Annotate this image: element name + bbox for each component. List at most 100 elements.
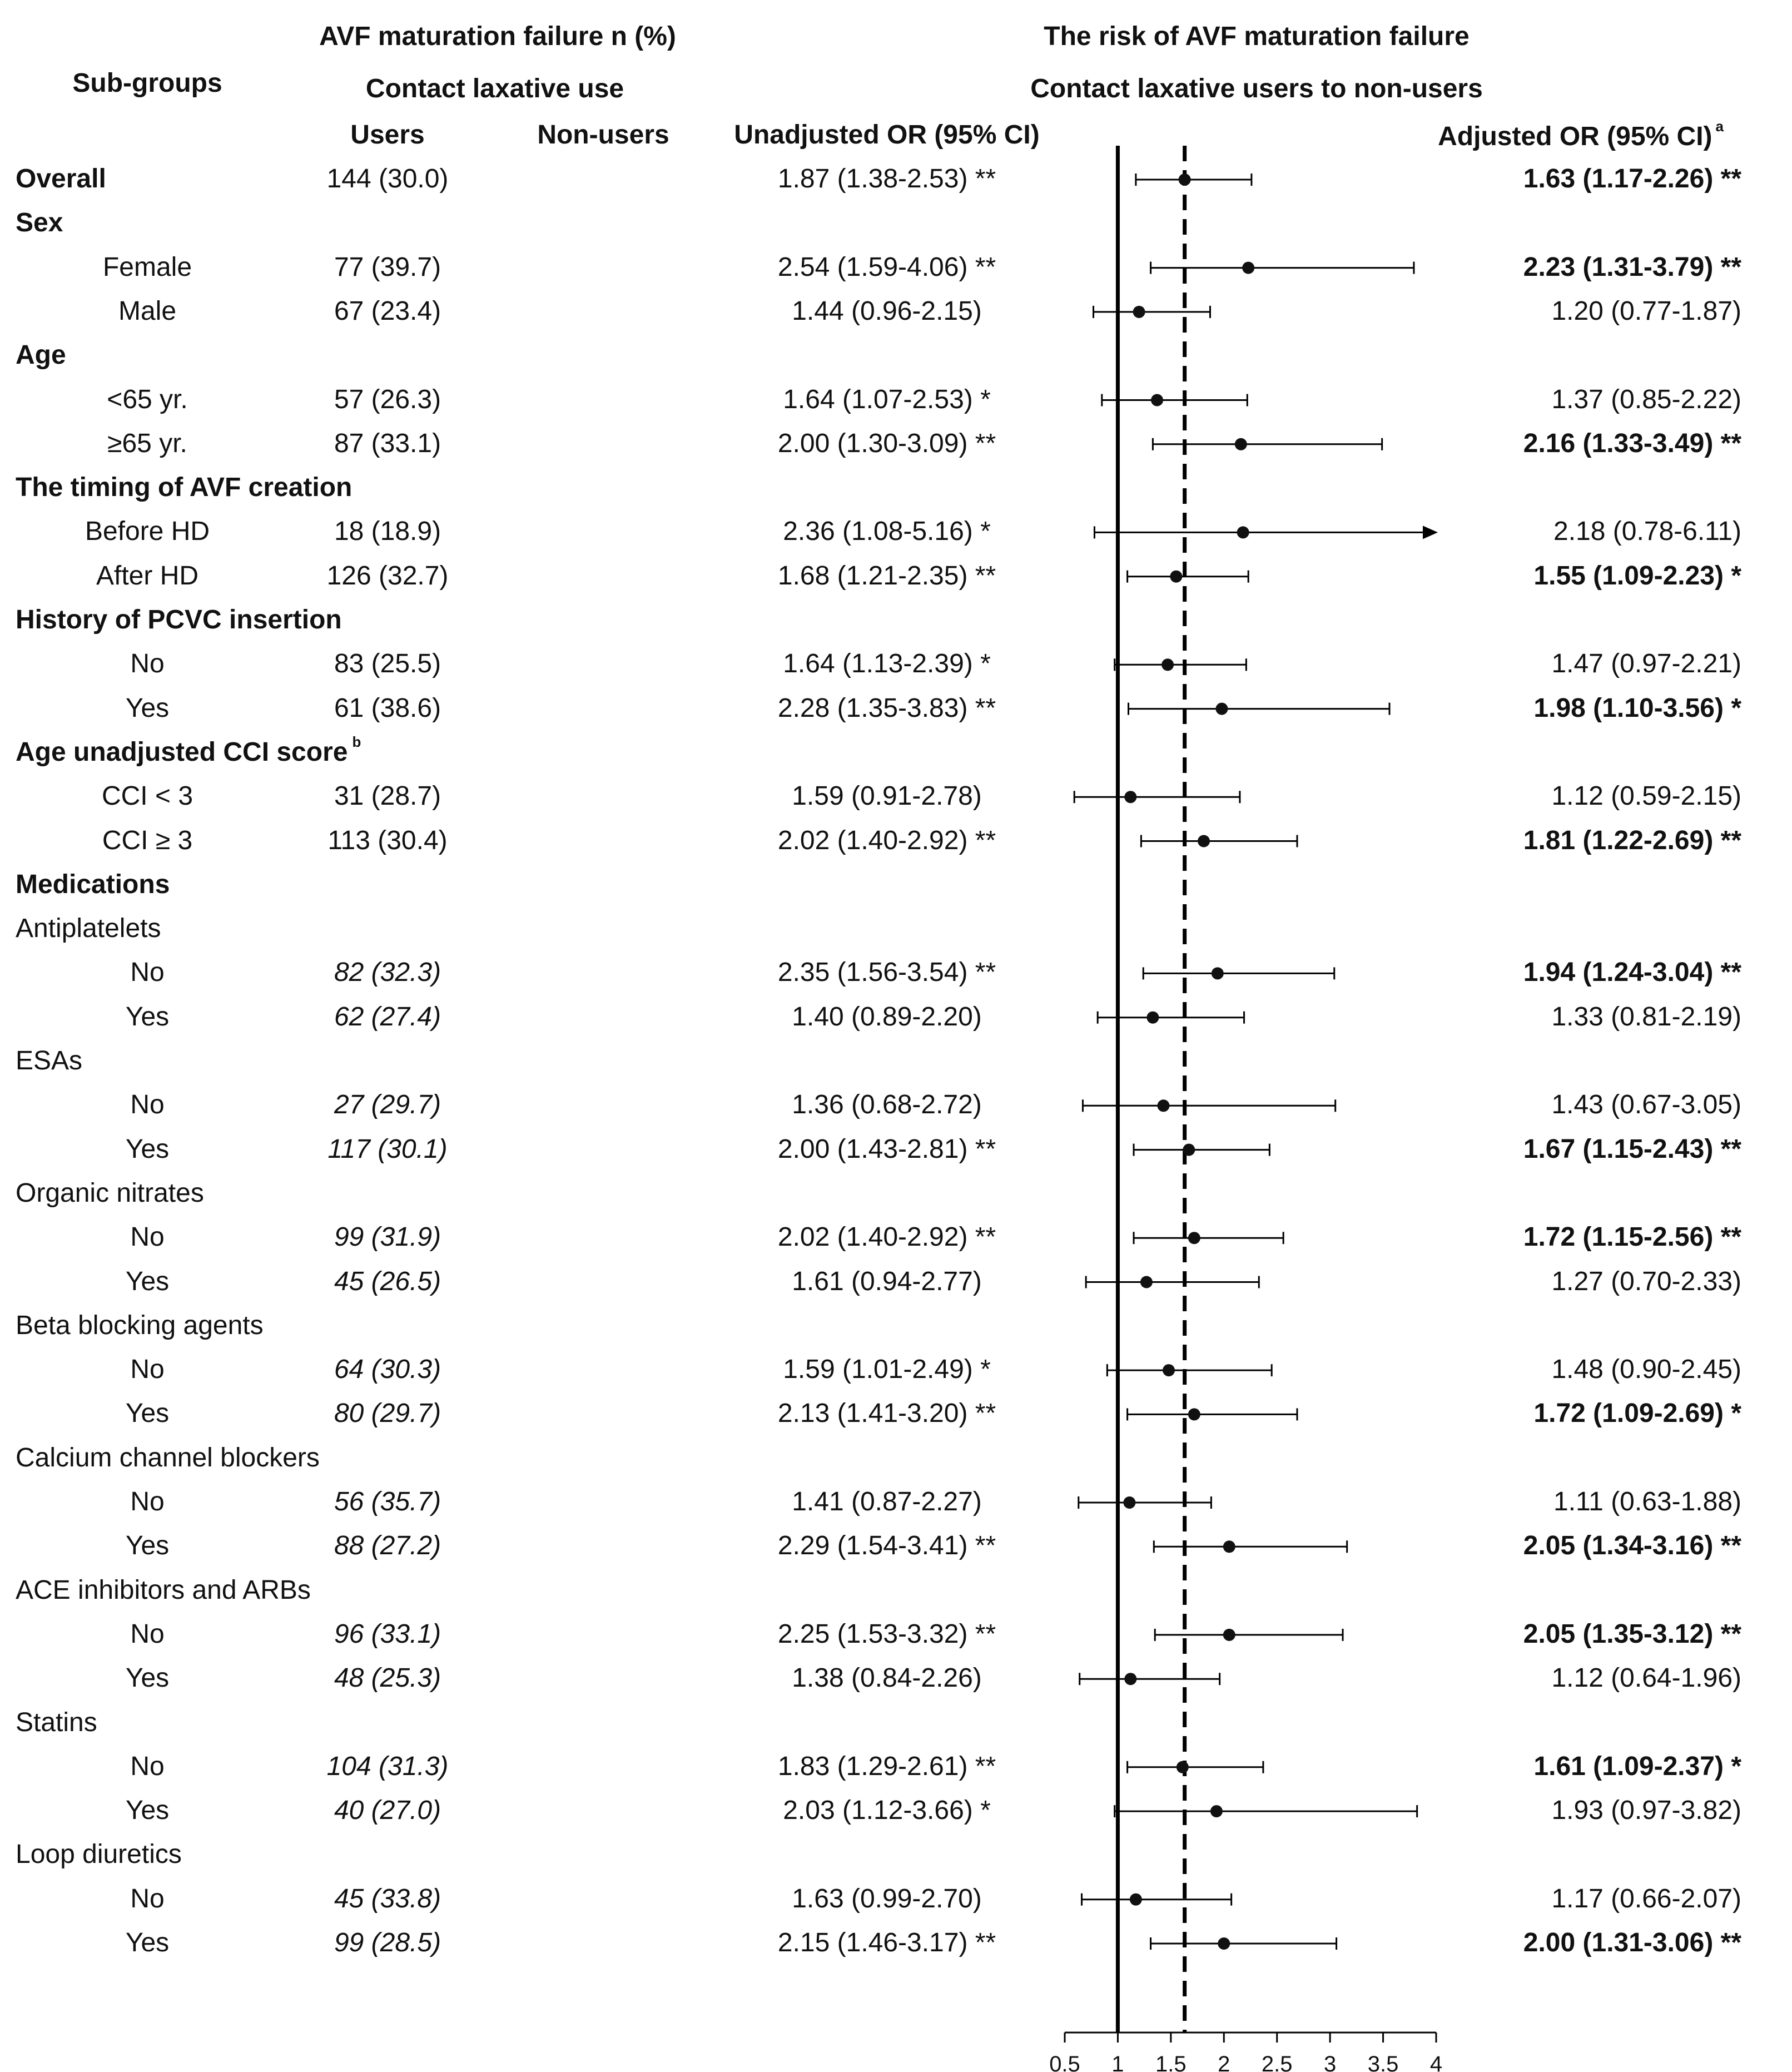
unadjusted-or: 2.54 (1.59-4.06) ** [777,252,996,282]
or-point [1198,835,1210,847]
unadjusted-or: 1.63 (0.99-2.70) [792,1883,982,1914]
adjusted-or: 1.12 (0.64-1.96) [1551,1663,1741,1693]
users-count: 126 (32.7) [326,561,449,591]
row-label: No [130,1090,165,1120]
row-label: Statins [16,1707,97,1737]
unadjusted-or: 2.15 (1.46-3.17) ** [777,1928,996,1957]
row-label: Yes [125,1399,170,1429]
adjusted-or: 1.33 (0.81-2.19) [1551,1002,1741,1032]
unadjusted-or: 1.40 (0.89-2.20) [792,1002,982,1032]
adjusted-or: 1.27 (0.70-2.33) [1551,1266,1741,1296]
or-point [1215,702,1228,715]
row-label: After HD [96,561,199,591]
or-point [1183,1143,1195,1156]
row-label: CCI < 3 [101,781,193,811]
adjusted-or: 1.67 (1.15-2.43) ** [1523,1134,1741,1164]
users-count: 99 (31.9) [334,1222,441,1252]
adjusted-or: 1.43 (0.67-3.05) [1551,1090,1741,1120]
unadjusted-or: 1.36 (0.68-2.72) [792,1090,982,1120]
or-point [1242,261,1255,274]
unadjusted-or: 1.59 (1.01-2.49) * [783,1355,991,1385]
unadjusted-or: 2.03 (1.12-3.66) * [783,1796,991,1826]
unadjusted-or: 2.02 (1.40-2.92) ** [777,825,996,855]
row-label: No [130,1751,165,1781]
unadjusted-or: 1.64 (1.07-2.53) * [783,384,991,414]
adjusted-or: 1.61 (1.09-2.37) * [1533,1751,1741,1781]
users-count: 96 (33.1) [334,1619,441,1649]
adjusted-or: 1.37 (0.85-2.22) [1551,384,1741,414]
users-count: 62 (27.4) [334,1002,441,1032]
or-point [1223,1540,1235,1553]
row-label: Loop diuretics [16,1840,182,1870]
unadjusted-or: 1.41 (0.87-2.27) [792,1487,982,1516]
header-adjusted-or-footnote: a [1715,118,1724,135]
or-point [1133,305,1145,318]
row-label: Overall [16,164,106,194]
or-point [1188,1408,1200,1421]
unadjusted-or: 2.13 (1.41-3.20) ** [777,1399,996,1429]
row-label: The timing of AVF creation [16,473,353,503]
adjusted-or: 2.16 (1.33-3.49) ** [1523,428,1741,458]
adjusted-or: 2.05 (1.35-3.12) ** [1523,1619,1741,1649]
adjusted-or: 1.47 (0.97-2.21) [1551,649,1741,679]
row-label: <65 yr. [107,384,188,414]
users-count: 99 (28.5) [334,1928,441,1957]
x-tick-label: 1.5 [1155,2052,1187,2072]
adjusted-or: 1.94 (1.24-3.04) ** [1523,958,1741,988]
users-count: 104 (31.3) [326,1751,449,1781]
row-label: No [130,1619,165,1649]
users-count: 18 (18.9) [334,517,441,547]
users-count: 45 (33.8) [334,1883,441,1914]
row-label: Age [16,340,66,370]
adjusted-or: 1.98 (1.10-3.56) * [1533,693,1741,723]
header-nonusers: Non-users [537,120,669,150]
header-left-subtitle: Contact laxative use [365,74,624,103]
or-point [1218,1937,1230,1950]
or-point [1237,526,1249,539]
unadjusted-or: 1.68 (1.21-2.35) ** [777,561,996,591]
header-adjusted-or: Adjusted OR (95% CI) a [1438,118,1724,151]
adjusted-or: 1.55 (1.09-2.23) * [1533,561,1741,591]
or-point [1223,1628,1235,1641]
users-count: 56 (35.7) [334,1487,441,1516]
adjusted-or: 1.93 (0.97-3.82) [1551,1796,1741,1826]
row-label: Yes [125,693,170,723]
adjusted-or: 2.05 (1.34-3.16) ** [1523,1531,1741,1561]
x-tick-label: 3 [1324,2052,1336,2072]
unadjusted-or: 2.28 (1.35-3.83) ** [777,693,996,723]
row-label: Yes [125,1266,170,1296]
adjusted-or: 1.72 (1.09-2.69) * [1533,1399,1741,1429]
header-users: Users [350,120,425,150]
users-count: 27 (29.7) [334,1090,441,1120]
users-count: 87 (33.1) [334,428,441,458]
or-point [1124,791,1137,804]
row-label-footnote: b [352,733,361,750]
users-count: 57 (26.3) [334,384,441,414]
users-count: 67 (23.4) [334,296,441,326]
unadjusted-or: 2.36 (1.08-5.16) * [783,517,991,547]
header-right-title: The risk of AVF maturation failure [1044,22,1470,51]
row-label: No [130,958,165,988]
row-label: Calcium channel blockers [16,1443,320,1473]
users-count: 64 (30.3) [334,1355,441,1385]
users-count: 88 (27.2) [334,1531,441,1561]
row-label: Before HD [85,517,210,547]
unadjusted-or: 1.44 (0.96-2.15) [792,296,982,326]
row-label: Beta blocking agents [16,1310,264,1340]
or-point [1210,1805,1223,1818]
adjusted-or: 1.17 (0.66-2.07) [1551,1883,1741,1914]
or-point [1123,1496,1136,1509]
users-count: 48 (25.3) [334,1663,441,1693]
users-count: 40 (27.0) [334,1796,441,1826]
or-point [1188,1232,1200,1245]
or-point [1151,394,1164,407]
or-point [1178,174,1191,186]
or-point [1170,570,1183,583]
x-tick-label: 2 [1218,2052,1230,2072]
row-label: Yes [125,1663,170,1693]
users-count: 61 (38.6) [334,693,441,723]
unadjusted-or: 2.02 (1.40-2.92) ** [777,1222,996,1252]
header-left-title: AVF maturation failure n (%) [319,22,676,51]
row-label: No [130,649,165,679]
x-tick-label: 0.5 [1049,2052,1080,2072]
